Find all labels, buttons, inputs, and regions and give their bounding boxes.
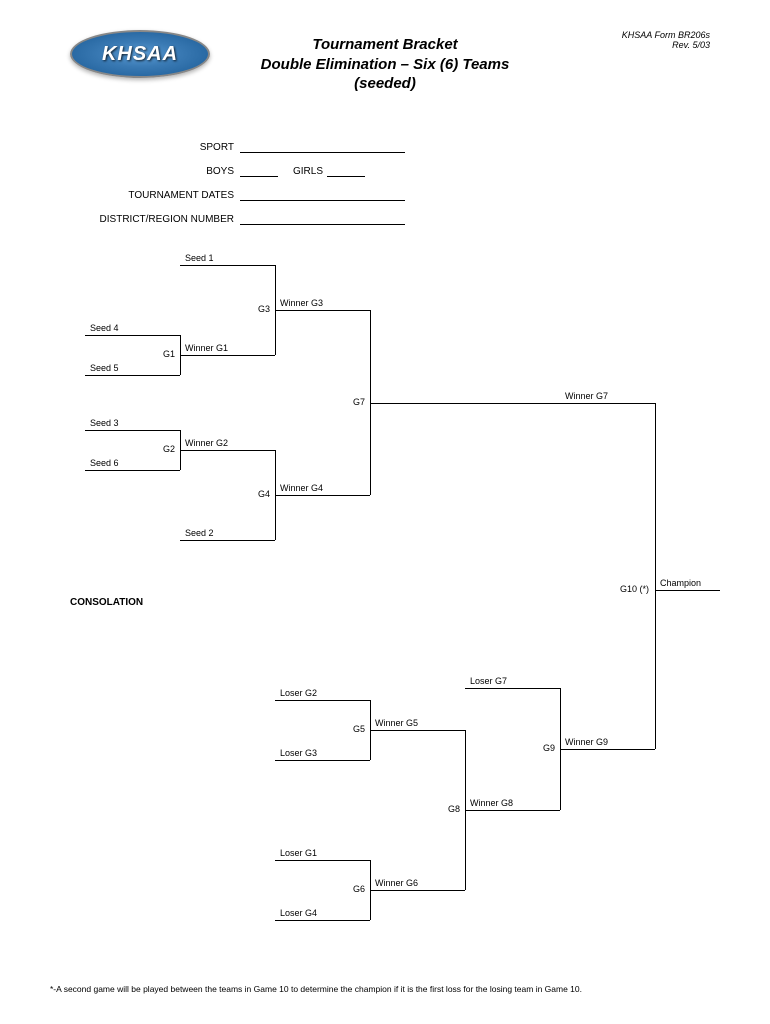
label-loser-g7: Loser G7 (470, 676, 507, 686)
label-seed4: Seed 4 (90, 323, 119, 333)
line-winner-g3 (275, 310, 370, 311)
line-seed1 (180, 265, 275, 266)
label-loser-g4: Loser G4 (280, 908, 317, 918)
label-g8: G8 (448, 804, 460, 814)
label-winner-g6: Winner G6 (375, 878, 418, 888)
line-winner-g2 (180, 450, 275, 451)
label-g5: G5 (353, 724, 365, 734)
line-winner-g7 (370, 403, 655, 404)
v-g10 (655, 403, 656, 749)
label-winner-g3: Winner G3 (280, 298, 323, 308)
consolation-heading: CONSOLATION (70, 597, 143, 608)
line-seed4 (85, 335, 180, 336)
label-g1: G1 (163, 349, 175, 359)
label-g9: G9 (543, 743, 555, 753)
label-winner-g7: Winner G7 (565, 391, 608, 401)
label-seed3: Seed 3 (90, 418, 119, 428)
label-seed6: Seed 6 (90, 458, 119, 468)
line-winner-g1 (180, 355, 275, 356)
line-winner-g5 (370, 730, 465, 731)
line-loser-g4 (275, 920, 370, 921)
label-winner-g4: Winner G4 (280, 483, 323, 493)
line-loser-g1 (275, 860, 370, 861)
line-champion (655, 590, 720, 591)
label-g4: G4 (258, 489, 270, 499)
label-winner-g9: Winner G9 (565, 737, 608, 747)
label-winner-g8: Winner G8 (470, 798, 513, 808)
label-seed2: Seed 2 (185, 528, 214, 538)
line-loser-g3 (275, 760, 370, 761)
line-seed6 (85, 470, 180, 471)
footnote: *-A second game will be played between t… (50, 984, 720, 994)
line-winner-g8 (465, 810, 560, 811)
line-loser-g2 (275, 700, 370, 701)
line-winner-g9 (560, 749, 655, 750)
line-seed5 (85, 375, 180, 376)
label-seed1: Seed 1 (185, 253, 214, 263)
label-loser-g3: Loser G3 (280, 748, 317, 758)
line-loser-g7 (465, 688, 560, 689)
line-seed2 (180, 540, 275, 541)
label-g3: G3 (258, 304, 270, 314)
line-winner-g4 (275, 495, 370, 496)
label-g6: G6 (353, 884, 365, 894)
label-champion: Champion (660, 578, 701, 588)
label-seed5: Seed 5 (90, 363, 119, 373)
label-loser-g2: Loser G2 (280, 688, 317, 698)
label-g10: G10 (*) (620, 584, 649, 594)
label-g7: G7 (353, 397, 365, 407)
label-g2: G2 (163, 444, 175, 454)
label-winner-g1: Winner G1 (185, 343, 228, 353)
line-winner-g6 (370, 890, 465, 891)
line-seed3 (85, 430, 180, 431)
label-winner-g2: Winner G2 (185, 438, 228, 448)
bracket-diagram: Seed 1 Seed 4 Seed 5 G1 Winner G1 G3 Win… (0, 0, 770, 1024)
label-loser-g1: Loser G1 (280, 848, 317, 858)
label-winner-g5: Winner G5 (375, 718, 418, 728)
